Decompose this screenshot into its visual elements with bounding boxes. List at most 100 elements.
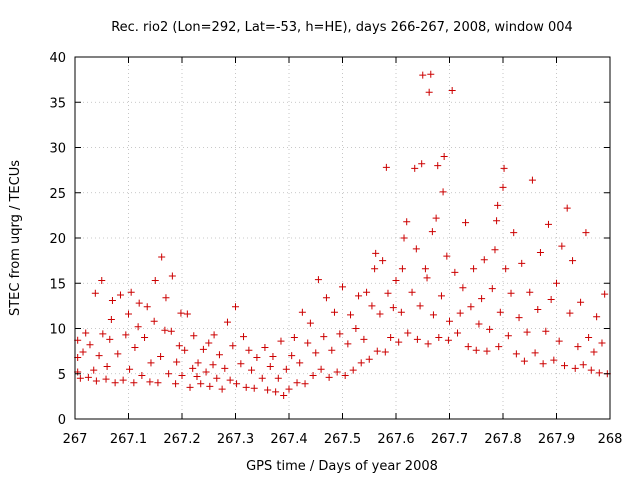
data-point [459,284,467,292]
data-point [177,309,185,317]
y-tick-label: 35 [49,96,66,111]
data-point [199,345,207,353]
data-point [504,332,512,340]
chart-title: Rec. rio2 (Lon=292, Lat=-53, h=HE), days… [111,20,573,35]
data-point [126,365,134,373]
data-point [598,339,606,347]
data-point [413,335,421,343]
data-point [363,288,371,296]
data-point [86,341,94,349]
data-point [582,229,590,237]
data-point [285,385,293,393]
data-point [547,296,555,304]
data-point [233,380,241,388]
data-point [416,302,424,310]
data-point [425,88,433,96]
data-point [376,310,384,318]
data-point [130,379,138,387]
data-point [280,391,288,399]
data-point [587,366,595,374]
data-point [309,372,317,380]
data-point [355,292,363,300]
data-point [274,374,282,382]
y-tick-label: 0 [58,413,66,428]
data-point [264,386,272,394]
data-point [585,334,593,342]
data-point [322,294,330,302]
data-point [579,361,587,369]
x-tick-label: 267.5 [324,432,361,447]
data-point [454,329,462,337]
data-point [569,257,577,265]
data-point [240,333,248,341]
data-point [495,343,503,351]
data-point [103,363,111,371]
data-point [373,347,381,355]
data-point [341,372,349,380]
data-point [119,376,127,384]
data-point [500,164,508,172]
data-point [352,325,360,332]
x-tick-label: 267.8 [484,432,521,447]
data-point [150,317,158,325]
data-point [162,294,170,302]
data-point [242,383,250,391]
data-point [90,366,98,374]
data-point [190,332,198,340]
data-point [595,369,603,377]
data-point [210,331,218,339]
data-point [209,361,217,369]
data-point [531,349,539,357]
data-point [258,374,266,382]
data-point [158,253,166,261]
data-point [412,245,420,253]
data-point [226,376,234,384]
x-tick-label: 267.3 [217,432,254,447]
data-point [102,375,110,383]
data-point [237,360,245,368]
data-point [464,343,472,351]
data-point [379,257,387,265]
data-point [301,380,309,388]
data-point [593,313,601,321]
y-tick-label: 40 [49,51,66,66]
data-point [314,276,322,284]
data-point [178,372,186,380]
data-point [561,362,569,370]
data-point [325,373,333,381]
data-point [553,279,560,287]
data-point [590,348,598,356]
data-point [563,204,571,212]
data-point [507,289,515,297]
data-point [298,308,306,316]
data-point [387,334,395,342]
data-point [99,330,107,338]
data-point [389,304,397,312]
data-point [293,379,301,387]
data-point [515,314,523,322]
data-point [328,346,336,354]
y-axis-label: STEC from uqrg / TECUs [8,160,23,316]
data-point [330,308,338,316]
data-point [141,334,149,342]
data-point [193,372,201,380]
data-points [74,70,611,399]
data-point [339,283,346,291]
data-point [91,289,99,297]
data-point [272,388,280,396]
data-point [277,337,285,345]
data-point [357,359,365,367]
data-point [138,372,146,380]
data-point [167,327,175,335]
data-point [427,70,435,78]
data-point [491,246,499,254]
data-point [134,323,142,331]
data-point [336,330,344,338]
data-point [223,318,231,326]
data-point [523,328,531,336]
data-point [161,326,169,334]
data-point [135,299,143,307]
data-point [333,368,341,376]
data-point [261,344,269,352]
